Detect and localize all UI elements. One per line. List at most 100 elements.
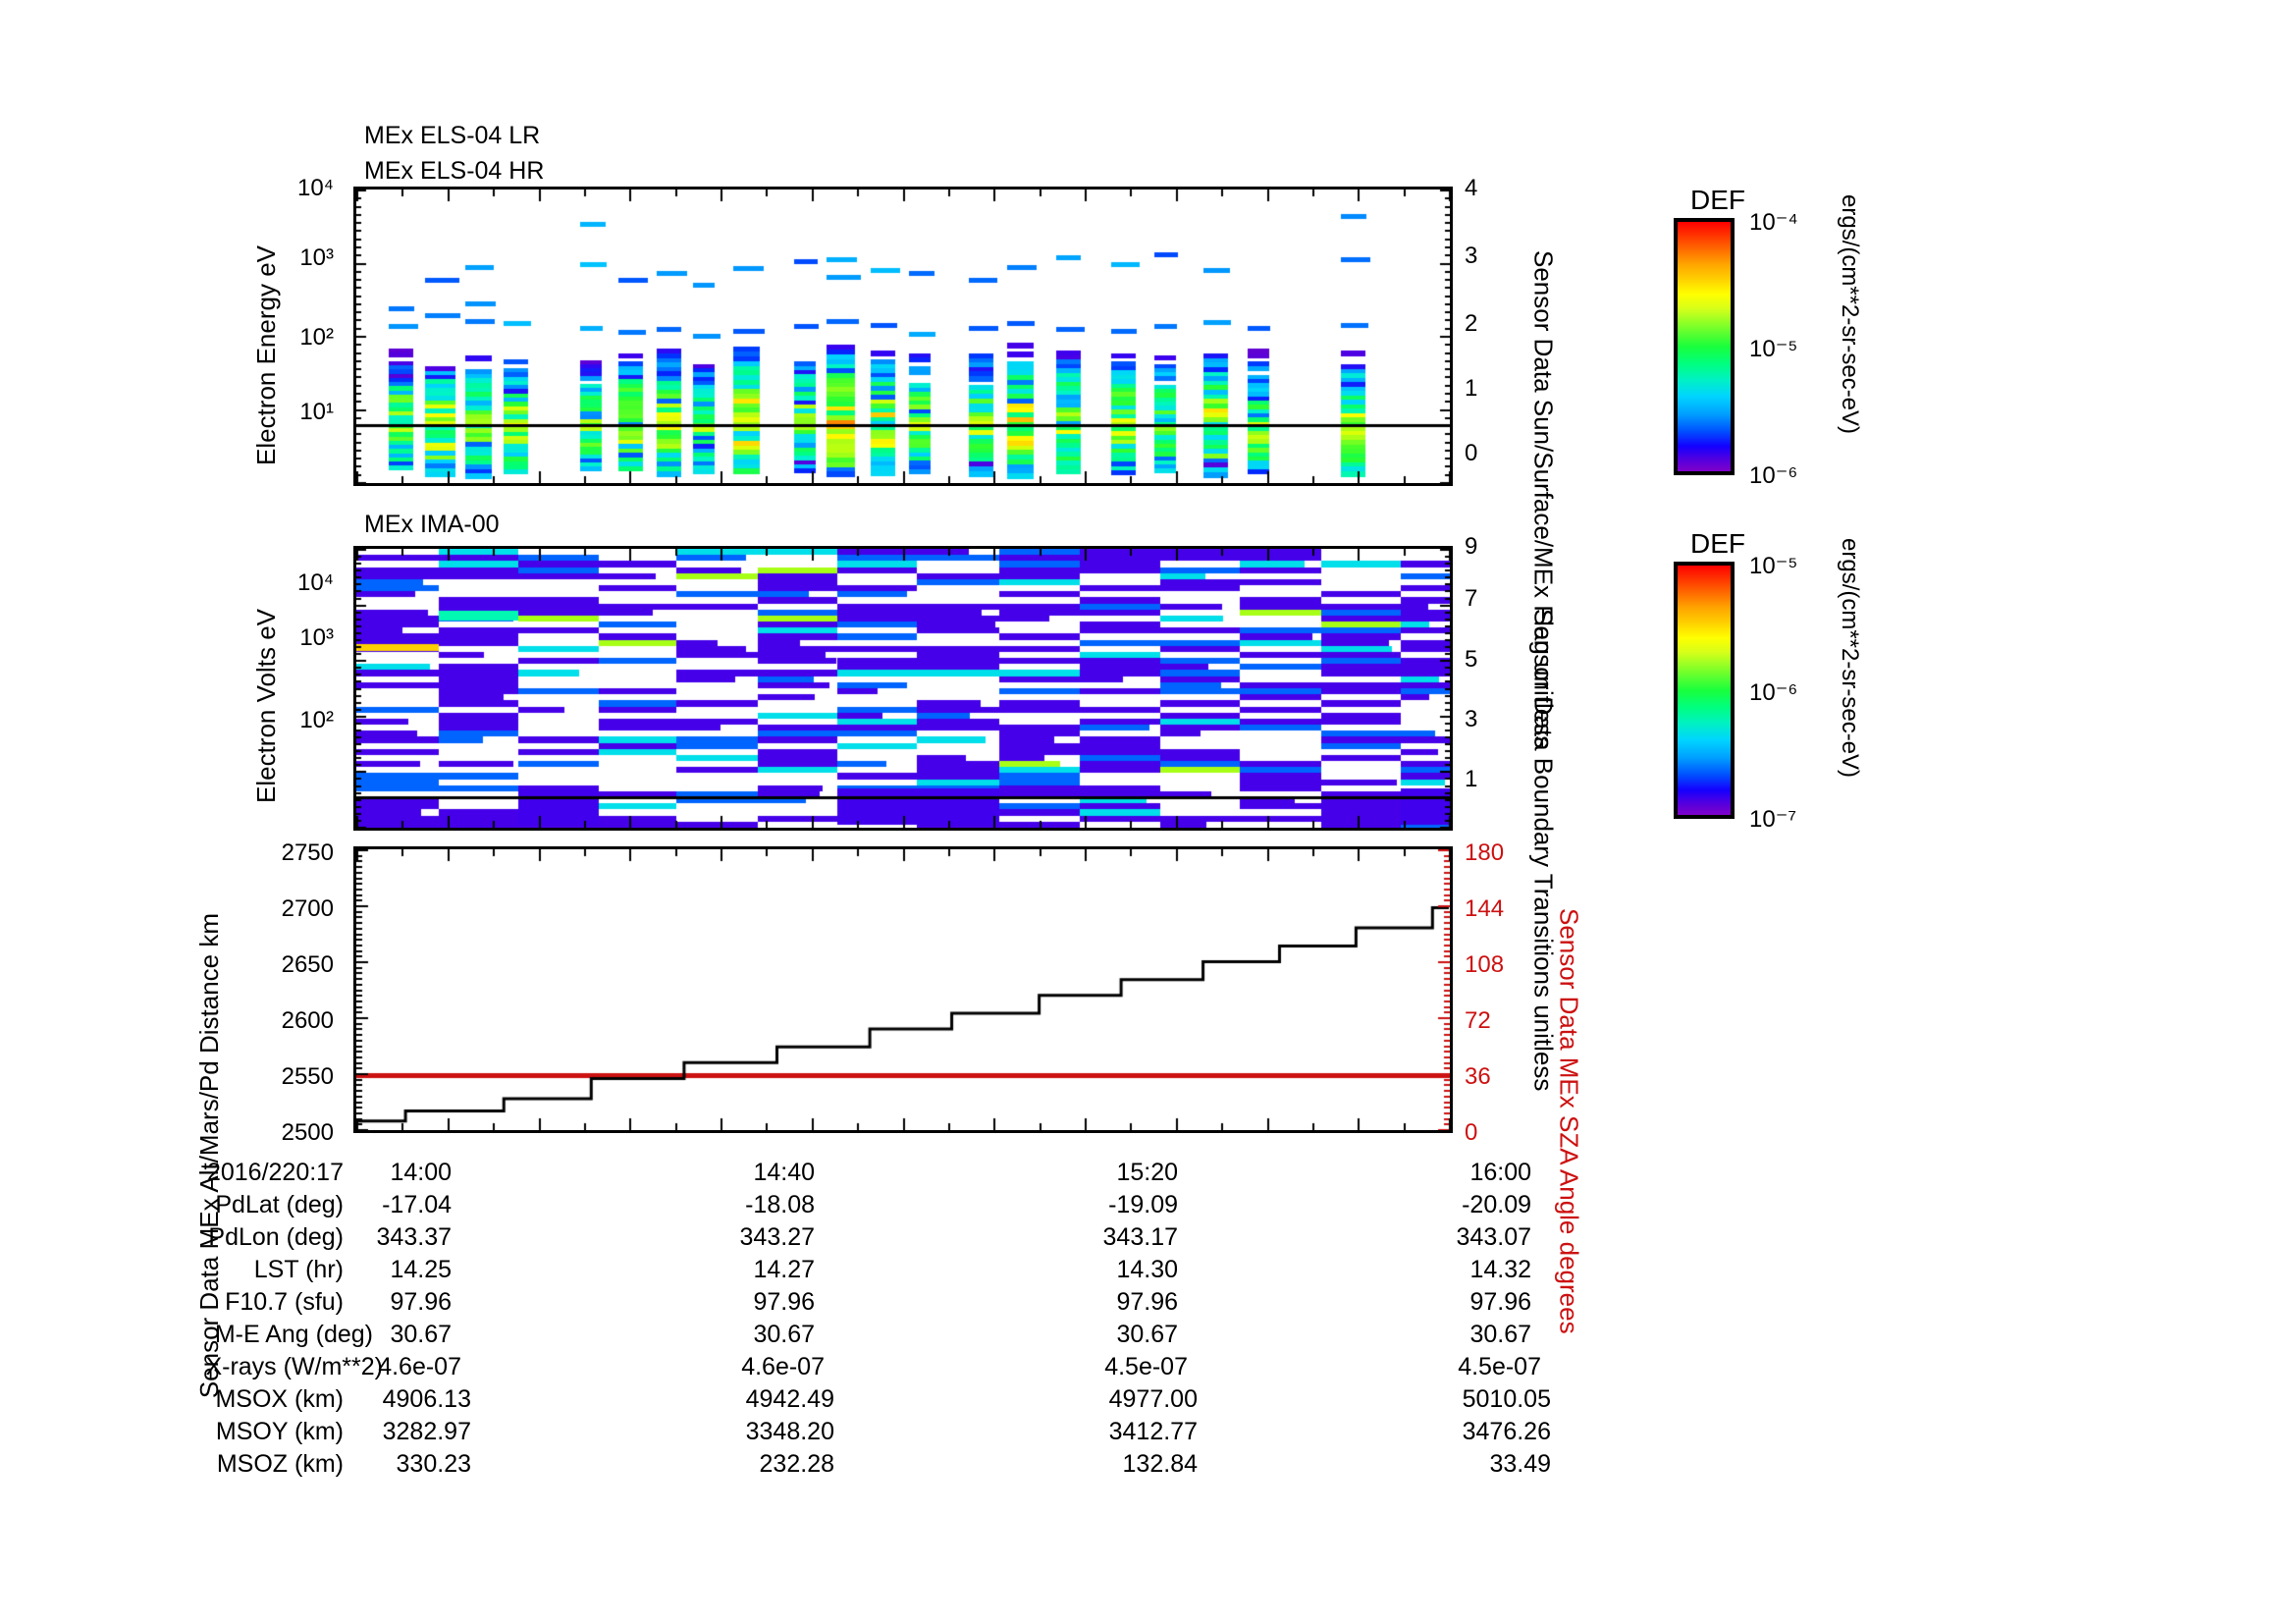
table-row: X-rays (W/m**2) 4.6e-07 4.6e-07 4.5e-07 … [0,1351,2296,1383]
table-row-label: 2016/220:17 [206,1159,344,1186]
table-cell: -18.08 [745,1191,815,1218]
panel1-ytick-1e4: 10⁴ [296,175,334,201]
table-cell: 30.67 [753,1321,815,1348]
table-cell: 4.5e-07 [1104,1353,1188,1380]
panel-altitude-sza[interactable] [353,846,1453,1133]
table-cell: 33.49 [1489,1450,1551,1478]
table-cell: 3282.97 [382,1418,471,1445]
table-cell: 4.6e-07 [741,1353,825,1380]
table-row-label: MSOX (km) [215,1385,344,1413]
colorbar1-tick-mid: 10⁻⁵ [1749,336,1798,362]
panel1-title-line1: MEx ELS-04 LR [364,122,541,149]
panel1-ylabel-right: Sensor Data Sun/Surface/MEx Flag unitles… [1528,250,1559,749]
panel3-ylabel-right: Sensor Data MEx SZA Angle degrees [1554,908,1584,1334]
table-row-label: PdLon (deg) [208,1223,344,1251]
table-cell: 14:40 [753,1159,815,1186]
colorbar2 [1674,562,1735,819]
table-cell: 4906.13 [382,1385,471,1413]
colorbar2-units: ergs/(cm**2-sr-sec-eV) [1837,538,1864,779]
colorbar1-gradient [1678,222,1731,471]
table-cell: 14.27 [753,1256,815,1283]
panel3-ytick-2600: 2600 [281,1007,334,1034]
panel2-rtick-3: 3 [1465,706,1478,732]
table-row-label: PdLat (deg) [215,1191,344,1218]
table-cell: 97.96 [1116,1288,1178,1316]
table-cell: 14.30 [1116,1256,1178,1283]
panel2-title: MEx IMA-00 [364,511,500,538]
panel1-rtick-2: 2 [1465,310,1478,337]
table-row-label: MSOY (km) [215,1418,344,1445]
table-row: MSOY (km) 3282.97 3348.20 3412.77 3476.2… [0,1416,2296,1448]
table-cell: 14:00 [390,1159,452,1186]
panel1-canvas [356,189,1450,483]
table-cell: 14.25 [390,1256,452,1283]
table-cell: 343.37 [376,1223,452,1251]
table-cell: 97.96 [753,1288,815,1316]
table-row-label: F10.7 (sfu) [225,1288,344,1316]
table-cell: 4.5e-07 [1458,1353,1541,1380]
table-cell: 97.96 [1469,1288,1531,1316]
panel3-rtick-72: 72 [1465,1007,1491,1034]
panel1-ytick-1e2: 10² [299,324,334,351]
panel2-rtick-9: 9 [1465,533,1478,560]
panel1-rtick-0: 0 [1465,440,1478,466]
panel3-rtick-36: 36 [1465,1063,1491,1090]
panel1-rtick-4: 4 [1465,175,1478,201]
panel1-ylabel-left: Electron Energy eV [251,245,281,466]
panel3-rtick-0: 0 [1465,1119,1478,1146]
table-cell: 132.84 [1122,1450,1198,1478]
table-cell: 97.96 [390,1288,452,1316]
panel2-ylabel-right: Sensor Data Boundary Transitions unitles… [1528,609,1559,1092]
table-row: F10.7 (sfu) 97.96 97.96 97.96 97.96 [0,1286,2296,1319]
panel1-title-line2: MEx ELS-04 HR [364,157,545,185]
table-row: MSOZ (km) 330.23 232.28 132.84 33.49 [0,1448,2296,1481]
panel-els-spectrogram[interactable] [353,187,1453,486]
table-row: M-E Ang (deg) 30.67 30.67 30.67 30.67 [0,1319,2296,1351]
colorbar1-title: DEF [1690,185,1745,215]
panel2-rtick-1: 1 [1465,766,1478,792]
table-cell: 30.67 [1116,1321,1178,1348]
panel2-ytick-1e4: 10⁴ [296,569,334,596]
panel-ima-spectrogram[interactable] [353,546,1453,831]
table-cell: 4977.00 [1108,1385,1198,1413]
table-row-label: LST (hr) [253,1256,344,1283]
panel3-ytick-2550: 2550 [281,1063,334,1090]
table-cell: 3412.77 [1108,1418,1198,1445]
table-cell: -17.04 [382,1191,452,1218]
colorbar2-tick-top: 10⁻⁵ [1749,553,1798,579]
table-row-label: MSOZ (km) [216,1450,344,1478]
table-cell: 3476.26 [1462,1418,1551,1445]
panel2-rtick-7: 7 [1465,585,1478,612]
panel1-rtick-3: 3 [1465,243,1478,269]
panel3-ytick-2700: 2700 [281,895,334,922]
table-cell: 14.32 [1469,1256,1531,1283]
table-cell: 4.6e-07 [378,1353,461,1380]
panel1-ytick-1e1: 10¹ [299,399,334,425]
table-cell: 343.27 [739,1223,815,1251]
table-row-label: X-rays (W/m**2) [205,1353,383,1380]
panel3-rtick-144: 144 [1465,895,1505,922]
panel2-canvas [356,549,1450,828]
table-cell: 232.28 [759,1450,834,1478]
table-cell: 343.17 [1102,1223,1178,1251]
panel2-ytick-1e2: 10² [299,707,334,733]
colorbar2-tick-mid: 10⁻⁶ [1749,679,1798,706]
table-row-label: M-E Ang (deg) [214,1321,373,1348]
panel3-ytick-2650: 2650 [281,951,334,978]
table-cell: 4942.49 [745,1385,834,1413]
table-cell: 343.07 [1456,1223,1531,1251]
colorbar1-tick-top: 10⁻⁴ [1749,209,1798,236]
table-cell: 15:20 [1116,1159,1178,1186]
colorbar1-units: ergs/(cm**2-sr-sec-eV) [1837,194,1864,435]
panel3-ytick-2750: 2750 [281,839,334,866]
colorbar1 [1674,218,1735,475]
panel1-ytick-1e3: 10³ [299,244,334,271]
table-cell: 30.67 [390,1321,452,1348]
panel3-rtick-180: 180 [1465,839,1505,866]
panel3-ytick-2500: 2500 [281,1119,334,1146]
table-row: PdLat (deg) -17.04 -18.08 -19.09 -20.09 [0,1189,2296,1221]
table-cell: 16:00 [1469,1159,1531,1186]
table-cell: 330.23 [396,1450,471,1478]
table-row: PdLon (deg) 343.37 343.27 343.17 343.07 [0,1221,2296,1254]
table-row: 2016/220:17 14:00 14:40 15:20 16:00 [0,1157,2296,1189]
